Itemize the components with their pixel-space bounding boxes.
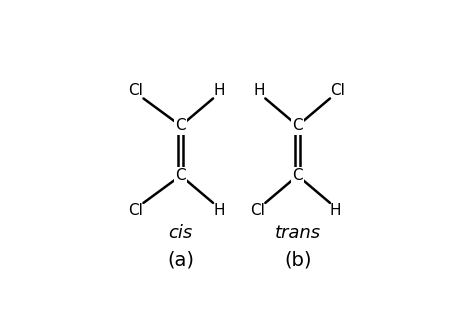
Text: H: H	[213, 83, 225, 99]
Text: C: C	[292, 168, 303, 183]
Text: Cl: Cl	[330, 83, 345, 99]
Text: C: C	[175, 118, 186, 133]
Text: H: H	[254, 83, 265, 99]
Text: cis: cis	[169, 224, 193, 242]
Text: C: C	[175, 168, 186, 183]
Text: Cl: Cl	[128, 203, 144, 218]
Text: H: H	[330, 203, 341, 218]
Text: (a): (a)	[167, 251, 194, 270]
Text: H: H	[213, 203, 225, 218]
Text: Cl: Cl	[250, 203, 265, 218]
Text: trans: trans	[274, 224, 321, 242]
Text: (b): (b)	[284, 251, 311, 270]
Text: C: C	[292, 118, 303, 133]
Text: Cl: Cl	[128, 83, 144, 99]
